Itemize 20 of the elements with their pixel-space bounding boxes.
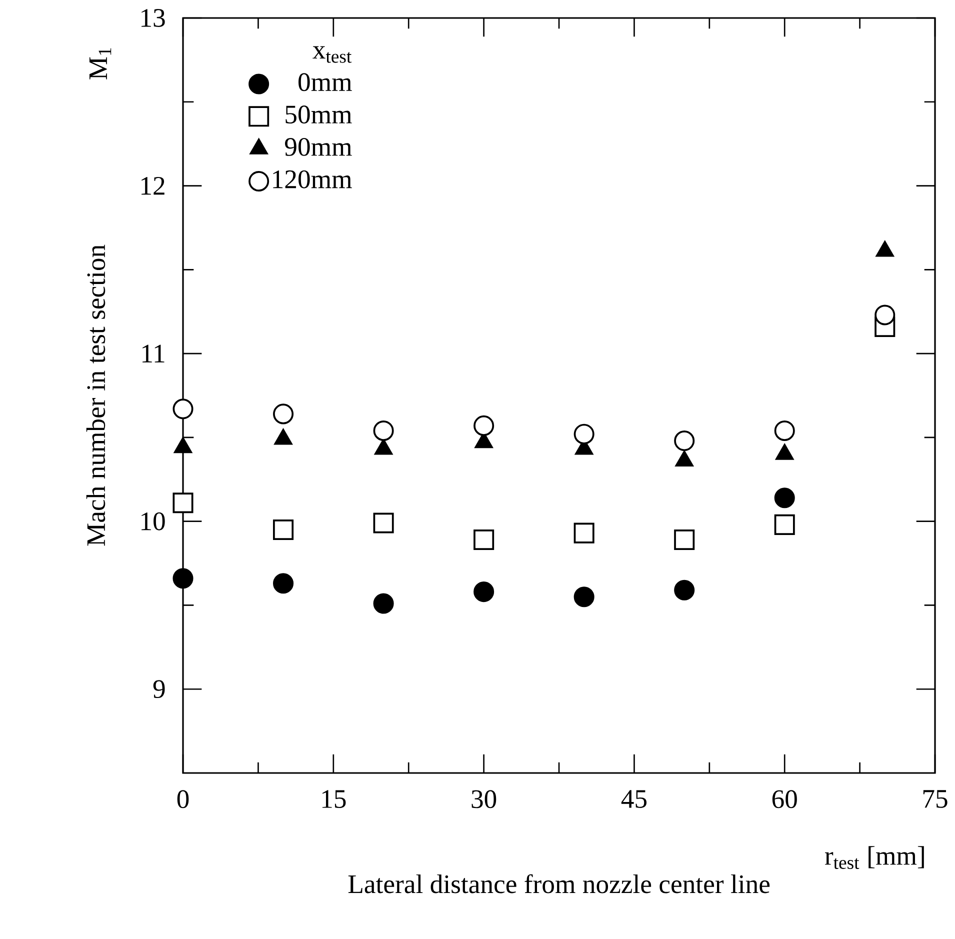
legend-title: x$_{test}$ xyxy=(312,46,352,63)
legend-label: 0mm xyxy=(298,73,352,92)
y-tick-label: 9 xyxy=(153,680,165,698)
y-tick-label: 13 xyxy=(142,9,165,27)
y-tick-label: 12 xyxy=(142,176,164,195)
x-tick-label: 45 xyxy=(621,790,647,808)
x-tick-label: 0 xyxy=(177,790,189,808)
y-tick-label: 10 xyxy=(142,512,165,530)
text: r$_{test}$ [mm] xyxy=(825,846,924,869)
x-axis-title: Lateral distance from nozzle center line xyxy=(348,874,770,894)
x-tick-label: 75 xyxy=(923,790,948,808)
text: M$_{1}$ xyxy=(89,48,112,80)
x-tick-label: 30 xyxy=(472,790,496,808)
x-tick-label: 15 xyxy=(322,790,346,808)
legend-label: 50mm xyxy=(286,106,352,124)
legend-label: 90mm xyxy=(285,138,352,156)
legend-label: 120mm xyxy=(273,170,352,188)
y-tick-label: 11 xyxy=(142,344,164,362)
y-axis-title: Mach number in test section xyxy=(86,244,106,546)
x-tick-label: 60 xyxy=(772,790,797,808)
